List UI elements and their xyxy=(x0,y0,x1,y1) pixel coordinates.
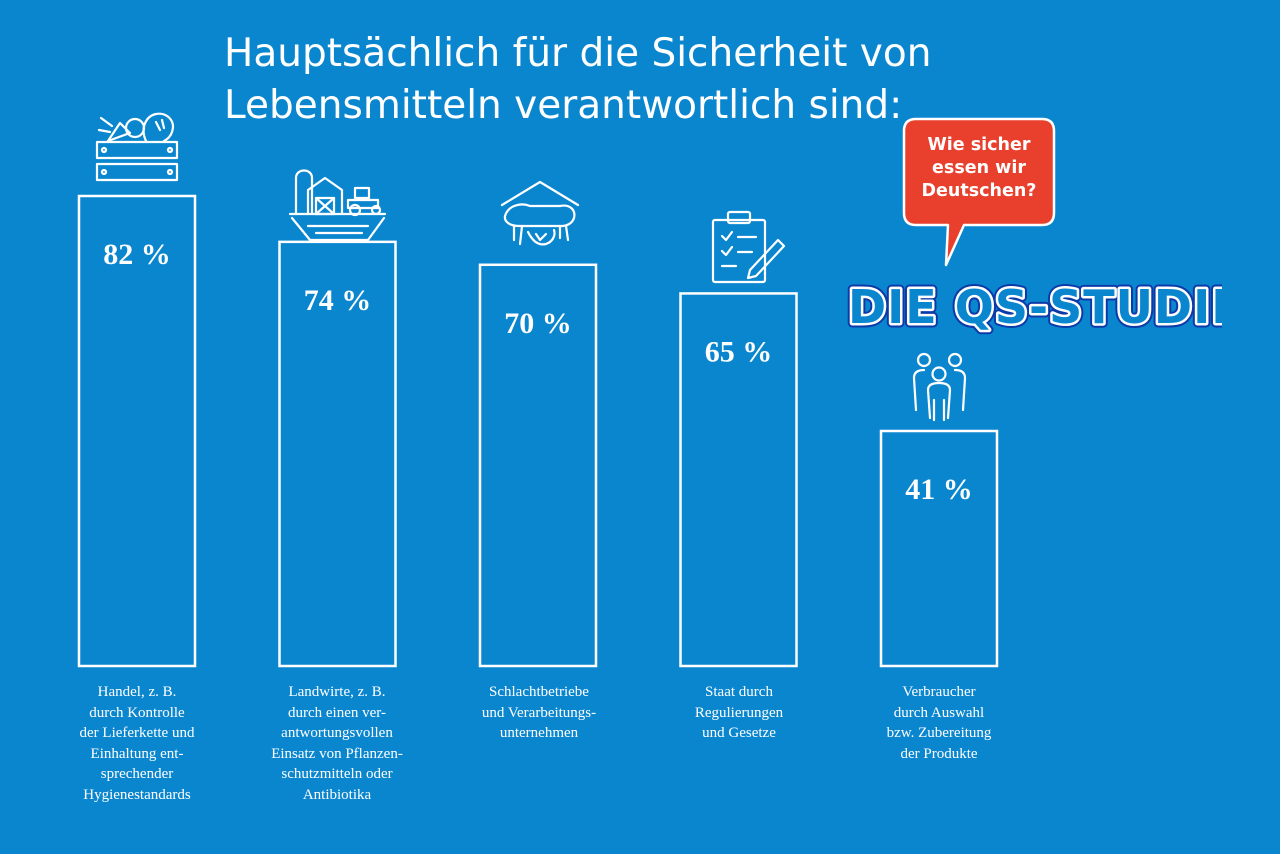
bar-2 xyxy=(278,240,397,668)
bars-group xyxy=(77,194,999,668)
brand-wordmark: DIE QS-STUDIE DIE QS-STUDIE DIE QS-STUDI… xyxy=(844,276,1223,339)
chart-title-line-2: Lebensmitteln verantwortlich sind: xyxy=(224,83,903,128)
consumers-family-icon xyxy=(912,352,967,422)
speech-bubble-icon xyxy=(902,117,1056,267)
category-label-5: Verbraucher durch Auswahl bzw. Zubereitu… xyxy=(886,684,992,762)
value-label-4: 65 % xyxy=(705,335,773,368)
value-label-3: 70 % xyxy=(504,307,572,340)
clipboard-checklist-icon xyxy=(711,210,786,284)
brand-text: DIE QS-STUDIE xyxy=(848,280,1222,334)
category-label-4: Staat durch Regulierungen und Gesetze xyxy=(694,684,784,741)
value-label-2: 74 % xyxy=(304,284,372,317)
category-label-3: Schlachtbetriebe und Verarbeitungs- unte… xyxy=(481,684,597,741)
value-label-1: 82 % xyxy=(103,238,171,271)
value-label-5: 41 % xyxy=(905,473,973,506)
slaughterhouse-icon xyxy=(500,180,580,246)
chart-title-line-1: Hauptsächlich für die Sicherheit von xyxy=(224,31,932,76)
category-label-2: Landwirte, z. B. durch einen ver- antwor… xyxy=(271,684,403,803)
value-labels-group: 82 % 74 % 70 % 65 % 41 % xyxy=(103,238,973,506)
vegetable-crate-icon xyxy=(95,112,179,182)
bar-3 xyxy=(478,263,598,668)
bar-5 xyxy=(879,429,999,668)
chart-title: Hauptsächlich für die Sicherheit von Leb… xyxy=(224,28,984,132)
callout-text: Wie sicher essen wir Deutschen? xyxy=(921,135,1037,201)
bar-1 xyxy=(77,194,197,668)
farm-tractor-icon xyxy=(288,169,387,242)
brand-text-outline: DIE QS-STUDIE xyxy=(848,280,1222,334)
category-label-1: Handel, z. B. durch Kontrolle der Liefer… xyxy=(79,684,195,803)
brand-text-shadow: DIE QS-STUDIE xyxy=(848,280,1222,334)
bar-4 xyxy=(679,292,798,668)
